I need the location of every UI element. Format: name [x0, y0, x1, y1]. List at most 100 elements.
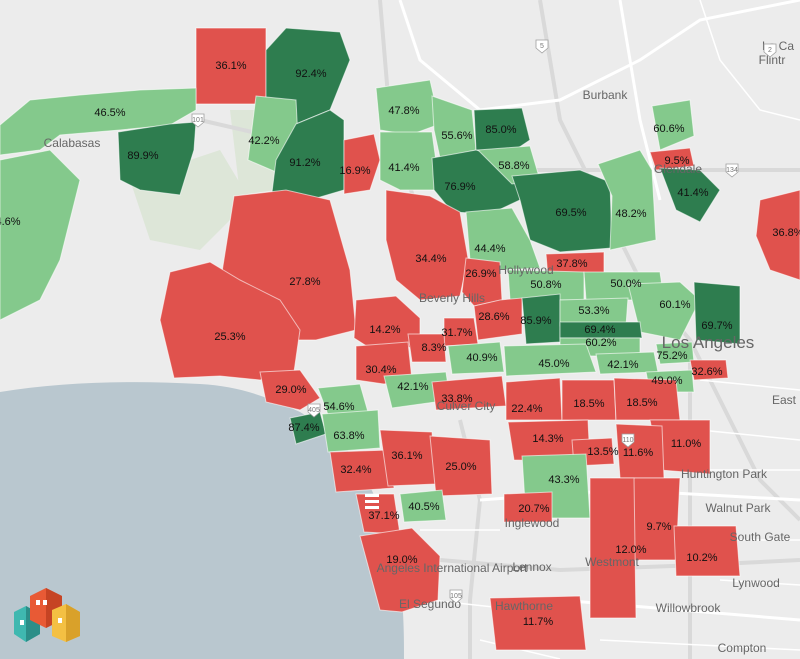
place-label-glendale: Glendale — [654, 162, 702, 176]
region-value-label: 69.4% — [584, 324, 615, 336]
region-value-label: 41.4% — [388, 162, 419, 174]
region-value-label: 22.4% — [511, 403, 542, 415]
region-r70[interactable] — [489, 595, 587, 651]
region-value-label: 11.7% — [523, 616, 554, 628]
place-label-east-la: East — [772, 393, 797, 407]
place-label-huntington-park: Huntington Park — [681, 467, 768, 481]
region-r30[interactable] — [473, 297, 523, 341]
region-value-label: 36.1% — [391, 450, 422, 462]
region-value-label: 28.6% — [478, 311, 509, 323]
region-r16[interactable] — [659, 167, 721, 223]
region-r11[interactable] — [379, 131, 441, 191]
region-value-label: 85.9% — [520, 315, 551, 327]
buildings-logo-icon[interactable] — [14, 588, 80, 642]
region-value-label: 92.4% — [295, 68, 326, 80]
region-value-label: 9.7% — [646, 521, 671, 533]
region-r7[interactable] — [343, 133, 381, 195]
region-value-label: 76.9% — [444, 181, 475, 193]
highway-shield-label: 101 — [192, 117, 204, 124]
region-value-label: 27.8% — [289, 276, 320, 288]
region-r40[interactable] — [447, 341, 505, 375]
region-value-label: 85.0% — [485, 124, 516, 136]
region-r18[interactable] — [511, 169, 613, 253]
region-value-label: 30.4% — [365, 364, 396, 376]
region-value-label: 19.0% — [386, 554, 417, 566]
highway-shield-icon: 105 — [449, 589, 463, 604]
region-r14[interactable] — [651, 99, 695, 151]
place-label-willowbrook: Willowbrook — [656, 601, 722, 615]
place-label-burbank: Burbank — [583, 88, 629, 102]
region-r19[interactable] — [597, 149, 657, 251]
region-value-label: 54.6% — [323, 401, 354, 413]
region-value-label: 26.9% — [465, 268, 496, 280]
region-value-label: 11.0% — [671, 438, 702, 450]
region-r37[interactable] — [407, 333, 447, 363]
region-r6[interactable] — [271, 109, 345, 201]
place-label-hollywood: Hollywood — [498, 263, 553, 277]
region-value-label: 42.1% — [607, 359, 638, 371]
region-r20[interactable] — [755, 189, 800, 281]
place-label-airport: Angeles International Airport — [377, 561, 528, 575]
region-r59[interactable] — [329, 449, 395, 493]
place-label-culver-city: Culver City — [437, 399, 496, 413]
region-value-label: 20.7% — [518, 503, 549, 515]
region-value-label: 34.4% — [415, 253, 446, 265]
highway-shield-label: 2 — [768, 47, 772, 54]
region-r10[interactable] — [473, 107, 531, 153]
region-value-label: 60.1% — [659, 299, 690, 311]
place-label-compton: Compton — [718, 641, 767, 655]
region-value-label: 31.7% — [441, 327, 472, 339]
place-label-calabasas: Calabasas — [44, 136, 101, 150]
region-value-label: 69.7% — [701, 320, 732, 332]
region-value-label: 40.5% — [408, 501, 439, 513]
region-value-label: 4.6% — [0, 216, 21, 228]
region-value-label: 44.4% — [474, 243, 505, 255]
highway-shield-icon: 110 — [621, 433, 635, 448]
region-value-label: 37.8% — [556, 258, 587, 270]
region-r15[interactable] — [649, 147, 695, 171]
region-r65[interactable] — [399, 489, 447, 523]
region-value-label: 14.3% — [532, 433, 563, 445]
region-value-label: 63.8% — [333, 430, 364, 442]
highway-shield-label: 105 — [450, 593, 462, 600]
region-value-label: 40.9% — [466, 352, 497, 364]
region-r22[interactable] — [385, 189, 469, 301]
region-value-label: 89.9% — [127, 150, 158, 162]
region-r17[interactable] — [0, 149, 81, 321]
highway-shield-label: 5 — [540, 43, 544, 50]
highway-shield-label: 110 — [622, 437, 633, 444]
region-value-label: 36.1% — [215, 60, 246, 72]
region-value-label: 60.6% — [653, 123, 684, 135]
region-value-label: 87.4% — [288, 422, 319, 434]
place-label-flintridge: Flintr — [759, 53, 786, 67]
region-value-label: 55.6% — [441, 130, 472, 142]
region-r8[interactable] — [375, 79, 441, 136]
region-r63[interactable] — [503, 491, 553, 523]
region-r41[interactable] — [503, 343, 597, 377]
highway-shields: 5 2 134 101 110 105 405 — [191, 39, 777, 604]
place-label-walnut-park: Walnut Park — [706, 501, 772, 515]
region-r69[interactable] — [359, 527, 441, 613]
region-r67[interactable] — [589, 477, 637, 619]
region-r68[interactable] — [673, 525, 741, 577]
place-label-lynwood: Lynwood — [732, 576, 780, 590]
region-value-label: 13.5% — [587, 446, 618, 458]
region-value-label: 69.5% — [555, 207, 586, 219]
region-value-label: 91.2% — [289, 157, 320, 169]
region-r3[interactable] — [0, 87, 197, 156]
region-r61[interactable] — [429, 435, 493, 497]
region-r54[interactable] — [321, 409, 381, 453]
region-r4[interactable] — [117, 121, 197, 196]
region-r34[interactable] — [693, 281, 741, 345]
region-value-label: 9.5% — [664, 155, 689, 167]
place-label-el-segundo: El Segundo — [399, 597, 461, 611]
place-label-los-angeles: Los Angeles — [662, 333, 755, 352]
place-label-south-gate: South Gate — [730, 530, 791, 544]
region-value-label: 45.0% — [538, 358, 569, 370]
region-value-label: 43.3% — [548, 474, 579, 486]
region-r36[interactable] — [559, 321, 643, 339]
region-value-label: 18.5% — [573, 398, 604, 410]
ocean — [0, 382, 404, 659]
